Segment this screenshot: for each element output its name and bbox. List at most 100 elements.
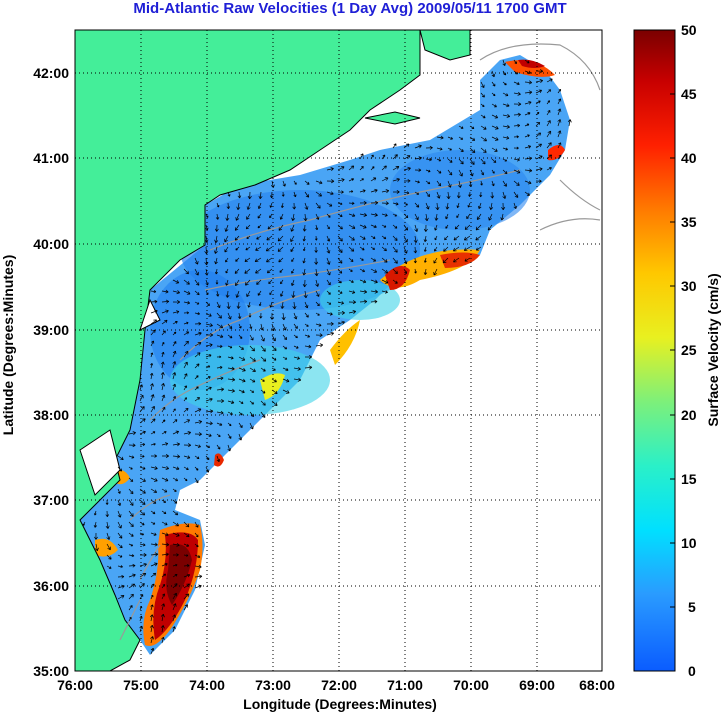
velocity-arrow bbox=[304, 323, 309, 327]
velocity-arrow bbox=[150, 477, 158, 482]
velocity-arrow bbox=[475, 235, 482, 241]
velocity-arrow bbox=[359, 299, 368, 304]
velocity-arrow bbox=[458, 136, 464, 140]
velocity-arrow bbox=[150, 636, 155, 644]
velocity-arrow bbox=[337, 310, 345, 315]
velocity-arrow bbox=[183, 443, 192, 448]
velocity-arrow bbox=[348, 290, 356, 294]
velocity-arrow bbox=[348, 190, 354, 193]
velocity-arrow bbox=[216, 455, 221, 463]
velocity-arrow bbox=[183, 543, 190, 547]
velocity-arrow bbox=[546, 110, 551, 116]
velocity-arrow bbox=[172, 510, 179, 516]
velocity-arrow bbox=[491, 136, 499, 141]
y-tick-label: 41:00 bbox=[33, 150, 69, 166]
velocity-arrow bbox=[172, 466, 180, 471]
velocity-arrow bbox=[491, 70, 496, 78]
velocity-arrow bbox=[249, 422, 254, 430]
velocity-arrow bbox=[282, 389, 290, 394]
velocity-arrow bbox=[524, 80, 533, 85]
velocity-arrow bbox=[161, 309, 169, 314]
velocity-arrow bbox=[475, 246, 482, 251]
velocity-arrow bbox=[150, 552, 159, 557]
colorbar-tick-label: 5 bbox=[688, 599, 696, 615]
velocity-arrow bbox=[238, 389, 245, 394]
velocity-arrow bbox=[139, 562, 147, 567]
velocity-arrow bbox=[381, 268, 389, 274]
velocity-arrow bbox=[293, 334, 298, 339]
velocity-arrow bbox=[469, 136, 476, 141]
colorbar-tick-label: 20 bbox=[681, 407, 697, 423]
velocity-arrow bbox=[337, 279, 342, 284]
velocity-arrow bbox=[269, 301, 273, 308]
velocity-arrow bbox=[150, 340, 155, 347]
velocity-arrow bbox=[183, 385, 187, 391]
velocity-arrow bbox=[326, 202, 333, 207]
velocity-arrow bbox=[216, 344, 223, 348]
velocity-arrow bbox=[235, 257, 240, 262]
velocity-arrow bbox=[128, 521, 134, 528]
velocity-arrow bbox=[194, 574, 203, 579]
velocity-arrow bbox=[348, 257, 354, 262]
velocity-arrow bbox=[436, 158, 442, 162]
y-tick-label: 35:00 bbox=[33, 663, 69, 679]
velocity-arrow bbox=[292, 301, 297, 310]
velocity-arrow bbox=[172, 626, 176, 633]
velocity-arrow bbox=[194, 420, 203, 425]
velocity-arrow bbox=[557, 119, 562, 127]
velocity-arrow bbox=[423, 257, 427, 263]
velocity-arrow bbox=[150, 442, 156, 446]
velocity-arrow bbox=[128, 554, 135, 558]
velocity-arrow bbox=[227, 377, 236, 382]
velocity-arrow bbox=[183, 564, 190, 568]
velocity-arrow bbox=[172, 563, 178, 567]
velocity-arrow bbox=[266, 257, 273, 263]
velocity-arrow bbox=[205, 323, 213, 328]
colorbar-tick-label: 10 bbox=[681, 535, 697, 551]
velocity-arrow bbox=[315, 224, 319, 231]
velocity-arrow bbox=[348, 224, 356, 229]
velocity-arrow bbox=[291, 257, 295, 262]
velocity-arrow bbox=[535, 167, 543, 172]
velocity-arrow bbox=[150, 532, 157, 536]
velocity-arrow bbox=[282, 323, 287, 331]
velocity-arrow bbox=[480, 169, 485, 176]
velocity-arrow bbox=[557, 88, 562, 94]
velocity-vectors bbox=[82, 59, 572, 655]
x-tick-label: 69:00 bbox=[519, 677, 555, 693]
velocity-arrow bbox=[337, 178, 345, 182]
velocity-arrow bbox=[160, 625, 165, 633]
velocity-arrow bbox=[161, 532, 169, 537]
velocity-arrow bbox=[258, 191, 263, 200]
velocity-arrow bbox=[161, 477, 169, 482]
x-axis-label: Longitude (Degrees:Minutes) bbox=[243, 696, 437, 712]
velocity-arrow bbox=[268, 279, 273, 285]
velocity-arrow bbox=[491, 114, 499, 119]
velocity-arrow bbox=[150, 383, 154, 391]
velocity-arrow bbox=[194, 397, 200, 402]
y-tick-label: 38:00 bbox=[33, 407, 69, 423]
velocity-arrow bbox=[381, 257, 388, 263]
velocity-arrow bbox=[150, 542, 158, 547]
velocity-arrow bbox=[524, 134, 530, 138]
velocity-arrow bbox=[281, 312, 286, 321]
velocity-arrow bbox=[172, 361, 177, 369]
velocity-arrow bbox=[348, 201, 355, 205]
velocity-arrow bbox=[502, 92, 509, 97]
velocity-arrow bbox=[479, 191, 483, 198]
velocity-arrow bbox=[436, 180, 442, 187]
velocity-arrow bbox=[524, 145, 532, 149]
velocity-arrow bbox=[249, 400, 254, 405]
velocity-arrow bbox=[227, 334, 233, 339]
velocity-arrow bbox=[359, 165, 364, 171]
velocity-arrow bbox=[271, 400, 278, 406]
velocity-arrow bbox=[172, 573, 178, 578]
velocity-arrow bbox=[259, 312, 263, 319]
velocity-arrow bbox=[326, 257, 331, 265]
velocity-arrow bbox=[546, 142, 552, 149]
velocity-arrow bbox=[445, 202, 450, 210]
velocity-arrow bbox=[105, 521, 110, 529]
velocity-arrow bbox=[392, 235, 398, 241]
velocity-arrow bbox=[249, 411, 255, 417]
